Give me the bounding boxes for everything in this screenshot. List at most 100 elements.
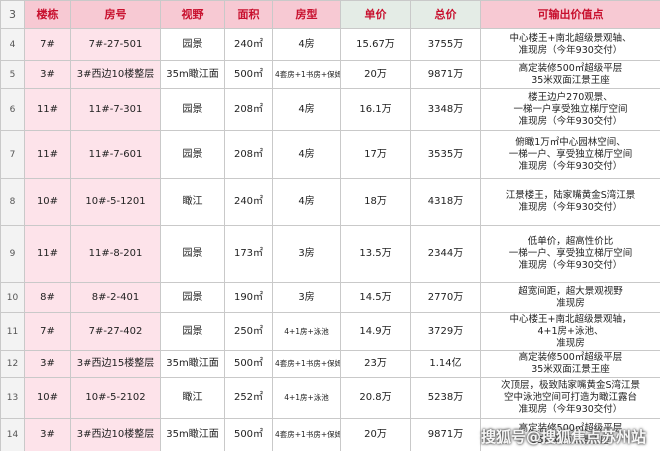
cell: 500㎡ [224, 418, 273, 451]
header-cell: 楼栋 [24, 0, 71, 29]
cell: 3535万 [410, 130, 481, 179]
cell: 园景 [160, 225, 225, 283]
data-row: 6 11# 11#-7-301 园景 208㎡ 4房 16.1万 3348万 楼王边户270观景… [0, 88, 660, 131]
cell: 4318万 [410, 178, 481, 226]
data-row: 123#3#西边15楼整层35m瞰江面500㎡4套房+1书房+保姆房23万1.1… [0, 350, 660, 378]
cell: 低单价，超高性价比 一梯一户、享受独立梯厅空间 准现房（今年930交付） [480, 225, 660, 283]
header-row: 3 楼栋 房号 视野 面积 房型 单价 总价 可输出价值点 [0, 0, 660, 29]
row-number: 7 [0, 130, 25, 179]
note-line: 高定装修500㎡超级平层 [518, 62, 623, 74]
cell: 4房 [272, 28, 341, 61]
cell: 中心楼王+南北超级景观轴、 准现房（今年930交付） [480, 28, 660, 61]
header-cell: 房型 [272, 0, 341, 29]
cell: 4+1房+泳池 [272, 377, 341, 419]
header-cell: 房号 [70, 0, 161, 29]
cell: 江景楼王，陆家嘴黄金S湾江景 准现房（今年930交付） [480, 178, 660, 226]
header-cell: 总价 [410, 0, 481, 29]
cell: 瞰江 [160, 178, 225, 226]
row-number: 11 [0, 312, 25, 351]
cell: 240㎡ [224, 178, 273, 226]
cell: 208㎡ [224, 130, 273, 179]
row-number: 14 [0, 418, 25, 451]
cell: 500㎡ [224, 350, 273, 378]
cell: 4房 [272, 88, 341, 131]
cell: 园景 [160, 88, 225, 131]
note-line: 准现房（今年930交付） [518, 160, 623, 172]
cell: 173㎡ [224, 225, 273, 283]
cell: 2770万 [410, 282, 481, 313]
note-line: 一梯一户享受独立梯厅空间 [513, 103, 628, 115]
note-line: 江景楼王，陆家嘴黄金S湾江景 [505, 190, 636, 201]
cell: 10#-5-1201 [70, 178, 161, 226]
cell: 4房 [272, 178, 341, 226]
cell: 208㎡ [224, 88, 273, 131]
row-number: 12 [0, 350, 25, 378]
cell: 园景 [160, 28, 225, 61]
note-line: 高定装修500㎡超级平层 [518, 352, 623, 363]
note-line: 准现房（今年930交付） [518, 115, 623, 127]
cell: 17万 [340, 130, 411, 179]
cell: 240㎡ [224, 28, 273, 61]
note-line: 超宽间距，超大景观视野 [518, 285, 623, 297]
note-line: 一梯一户、享受独立梯厅空间 [508, 248, 633, 259]
cell: 7#-27-402 [70, 312, 161, 351]
cell: 3729万 [410, 312, 481, 351]
cell: 4套房+1书房+保姆房 [272, 60, 341, 89]
note-line: 35米双面江景王座 [531, 435, 610, 446]
note-line: 35米双面江景王座 [531, 74, 610, 86]
cell: 35m瞰江面 [160, 60, 225, 89]
cell: 14.9万 [340, 312, 411, 351]
cell: 10# [24, 178, 71, 226]
cell: 3#西边15楼整层 [70, 350, 161, 378]
header-cell: 视野 [160, 0, 225, 29]
cell: 9871万 [410, 60, 481, 89]
cell: 8#-2-401 [70, 282, 161, 313]
cell: 园景 [160, 130, 225, 179]
row-number: 4 [0, 28, 25, 61]
watermark: 搜狐号@搜狐焦点苏州站 [480, 428, 646, 446]
cell: 7#-27-501 [70, 28, 161, 61]
cell: 1.14亿 [410, 350, 481, 378]
cell: 3房 [272, 282, 341, 313]
data-row: 11 7# 7#-27-402 园景 250㎡ 4+1房+泳池 14.9万 3729万 中心楼王… [0, 312, 660, 351]
cell: 11# [24, 130, 71, 179]
cell: 超宽间距，超大景观视野 准现房 [480, 282, 660, 313]
cell: 3#西边10楼整层 [70, 418, 161, 451]
cell: 190㎡ [224, 282, 273, 313]
note-line: 中心楼王+南北超级景观轴， [509, 313, 632, 325]
note-line: 准现房 [556, 297, 585, 309]
cell: 5238万 [410, 377, 481, 419]
cell: 8# [24, 282, 71, 313]
data-row: 143#3#西边10楼整层35m瞰江面500㎡4套房+1书房+保姆房20万987… [0, 418, 660, 451]
data-row: 13 10# 10#-5-2102 瞰江 252㎡ 4+1房+泳池 20.8万 5238万 次顶… [0, 377, 660, 419]
note-line: 次顶层，极致陆家嘴黄金S湾江景 [500, 380, 641, 391]
data-row: 7 11# 11#-7-601 园景 208㎡ 4房 17万 3535万 俯瞰1万㎡中心园林空间… [0, 130, 660, 179]
header-cell: 单价 [340, 0, 411, 29]
cell: 中心楼王+南北超级景观轴， 4+1房+泳池、 准现房 [480, 312, 660, 351]
cell: 瞰江 [160, 377, 225, 419]
cell: 3#西边10楼整层 [70, 60, 161, 89]
cell: 14.5万 [340, 282, 411, 313]
cell: 4套房+1书房+保姆房 [272, 418, 341, 451]
cell: 高定装修500㎡超级平层 35米双面江景王座 [480, 60, 660, 89]
cell: 3# [24, 350, 71, 378]
cell: 次顶层，极致陆家嘴黄金S湾江景 空中泳池空间可打造为瞰江露台 准现房（今年930交付… [480, 377, 660, 419]
cell: 园景 [160, 312, 225, 351]
data-row: 10 8# 8#-2-401 园景 190㎡ 3房 14.5万 2770万 超宽间距，超大景观视… [0, 282, 660, 313]
note-line: 准现房（今年930交付） [518, 202, 623, 213]
cell: 7# [24, 28, 71, 61]
cell: 3# [24, 60, 71, 89]
cell: 20.8万 [340, 377, 411, 419]
row-number: 8 [0, 178, 25, 226]
note-line: 4+1房+泳池、 [537, 325, 604, 337]
cell: 10#-5-2102 [70, 377, 161, 419]
note-line: 准现房（今年930交付） [518, 404, 623, 415]
row-number: 10 [0, 282, 25, 313]
cell: 俯瞰1万㎡中心园林空间、 一梯一户、享受独立梯厅空间 准现房（今年930交付） [480, 130, 660, 179]
row-number: 13 [0, 377, 25, 419]
cell: 4房 [272, 130, 341, 179]
cell: 3755万 [410, 28, 481, 61]
cell: 3348万 [410, 88, 481, 131]
note-line: 准现房（今年930交付） [518, 260, 623, 271]
